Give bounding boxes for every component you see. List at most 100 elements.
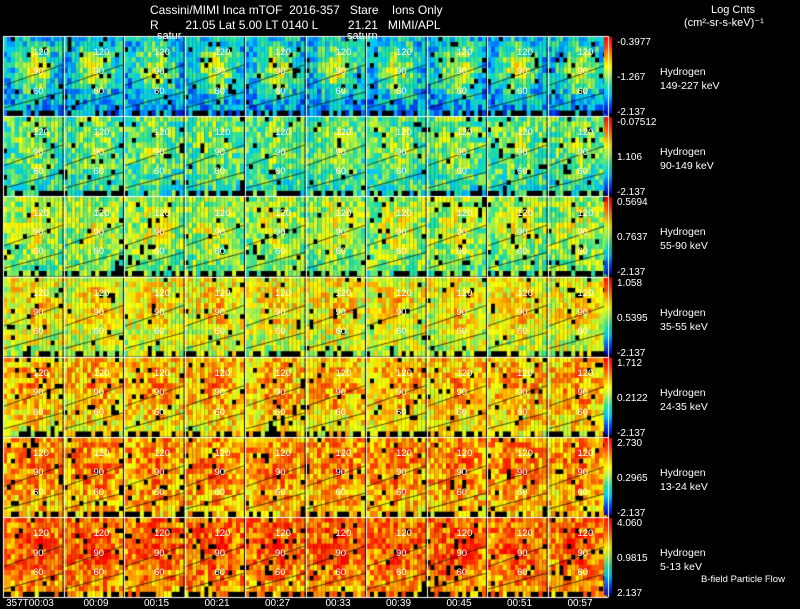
angle-label: 60	[457, 246, 468, 258]
angle-label: 120	[517, 528, 533, 540]
angle-label: 90	[33, 307, 44, 319]
angle-label: 60	[154, 246, 165, 258]
angle-label: 90	[275, 467, 286, 479]
angle-label: 120	[33, 288, 49, 300]
angle-label: 90	[396, 467, 407, 479]
angle-label: 90	[215, 307, 226, 319]
angle-label: 60	[396, 567, 407, 579]
angle-label: 90	[336, 467, 347, 479]
angle-label: 120	[517, 208, 533, 220]
angle-label: 90	[336, 548, 347, 560]
angle-label: 90	[275, 147, 286, 159]
angle-label: 60	[336, 326, 347, 338]
angle-label: 90	[154, 387, 165, 399]
angle-label: 90	[154, 227, 165, 239]
angle-label: 120	[33, 47, 49, 59]
angle-label: 90	[215, 147, 226, 159]
angle-label: 60	[517, 487, 528, 499]
angle-label: 60	[336, 166, 347, 178]
colorbar-max: 1.712	[617, 359, 642, 369]
angle-label: 60	[154, 166, 165, 178]
angle-label: 90	[154, 467, 165, 479]
angle-label: 120	[578, 288, 594, 300]
angle-label: 60	[396, 246, 407, 258]
angle-label: 60	[578, 326, 589, 338]
angle-label: 120	[275, 528, 291, 540]
angle-label: 60	[275, 567, 286, 579]
angle-label: 60	[275, 166, 286, 178]
time-tick-label: 00:39	[386, 598, 411, 609]
angle-label: 60	[33, 567, 44, 579]
angle-label: 60	[578, 487, 589, 499]
angle-label: 120	[336, 288, 352, 300]
angle-label: 60	[154, 86, 165, 98]
angle-label: 60	[94, 246, 105, 258]
angle-label: 120	[457, 368, 473, 380]
angle-label: 90	[94, 66, 105, 78]
angle-label: 90	[457, 227, 468, 239]
energy-label: 13-24 keV	[660, 481, 708, 493]
angle-label: 90	[457, 307, 468, 319]
angle-label: 60	[215, 326, 226, 338]
species-label: Hydrogen	[660, 467, 706, 479]
angle-label: 60	[517, 326, 528, 338]
angle-label: 90	[578, 467, 589, 479]
colorbar-mid: 0.5395	[617, 314, 648, 324]
angle-label: 120	[396, 127, 412, 139]
colorbar-max: 4.060	[617, 519, 642, 529]
colorbar-max: -0.3977	[617, 38, 651, 48]
time-tick-label: 00:15	[144, 598, 169, 609]
angle-label: 90	[457, 548, 468, 560]
angle-label: 90	[94, 307, 105, 319]
angle-label: 60	[578, 86, 589, 98]
angle-label: 60	[396, 407, 407, 419]
angle-label: 90	[578, 227, 589, 239]
angle-label: 90	[154, 307, 165, 319]
angle-label: 120	[336, 47, 352, 59]
angle-label: 120	[94, 288, 110, 300]
colorbar-mid: 0.2122	[617, 394, 648, 404]
angle-label: 90	[154, 548, 165, 560]
angle-label: 120	[154, 528, 170, 540]
time-tick-label: 00:33	[326, 598, 351, 609]
angle-label: 60	[578, 246, 589, 258]
angle-label: 60	[578, 567, 589, 579]
time-tick-label: 00:51	[507, 598, 532, 609]
angle-label: 120	[215, 208, 231, 220]
angle-label: 120	[578, 208, 594, 220]
species-label: Hydrogen	[660, 387, 706, 399]
angle-label: 120	[396, 368, 412, 380]
angle-label: 60	[33, 86, 44, 98]
angle-label: 120	[457, 288, 473, 300]
angle-label: 120	[336, 448, 352, 460]
angle-label: 90	[154, 147, 165, 159]
angle-label: 90	[396, 147, 407, 159]
angle-label: 90	[275, 66, 286, 78]
angle-label: 90	[457, 147, 468, 159]
angle-label: 120	[154, 208, 170, 220]
colorbar-mid: 1.106	[617, 153, 642, 163]
angle-label: 120	[457, 127, 473, 139]
angle-label: 60	[94, 487, 105, 499]
angle-label: 90	[578, 147, 589, 159]
angle-label: 60	[215, 487, 226, 499]
angle-label: 90	[33, 548, 44, 560]
orbit-info: R 21.05 Lat 5.00 LT 0140 L 21.21 MIMI/AP…	[150, 19, 441, 32]
angle-label: 90	[578, 307, 589, 319]
angle-label: 60	[336, 567, 347, 579]
saturn-marker-2: saturn	[347, 30, 378, 43]
angle-label: 90	[33, 147, 44, 159]
angle-label: 90	[517, 307, 528, 319]
angle-label: 120	[215, 288, 231, 300]
angle-label: 120	[215, 528, 231, 540]
angle-label: 60	[396, 86, 407, 98]
colorbar-mid: 0.2965	[617, 474, 648, 484]
angle-label: 60	[396, 166, 407, 178]
time-tick-label: 357T00:03	[6, 598, 54, 609]
angle-label: 120	[457, 528, 473, 540]
angle-label: 90	[517, 387, 528, 399]
angle-label: 90	[396, 548, 407, 560]
angle-label: 60	[396, 487, 407, 499]
angle-label: 60	[275, 407, 286, 419]
angle-label: 60	[94, 567, 105, 579]
